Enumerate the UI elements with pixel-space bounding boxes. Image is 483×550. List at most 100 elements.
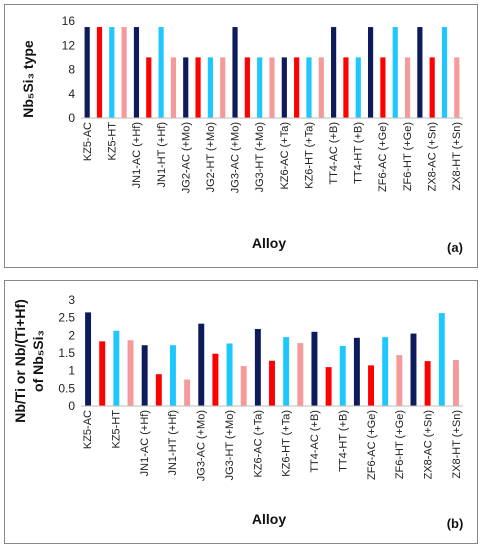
chart-a-bars [84,27,460,118]
x-tick-label: TT4-AC (+B) [328,122,340,185]
x-tick-label: JN1-AC (+Hf) [131,122,143,188]
chart-a-y-axis-title: Nb₅Si₃ type [20,40,36,118]
bar [195,57,201,118]
bar [331,27,337,118]
y-tick-label: 8 [68,63,75,77]
bar [158,27,164,118]
bar [198,323,205,406]
bar [226,343,233,406]
bar [183,57,189,118]
bar [311,331,318,406]
bar [404,57,411,118]
y-tick-label: 3 [68,293,75,307]
x-tick-label: ZX8-HT (+Sn) [451,122,463,191]
x-tick-label: KZ6-HT (+Ta) [281,410,293,477]
bar [441,27,448,118]
bar [438,313,445,406]
x-tick-label: KZ6-AC (+Ta) [279,122,291,190]
x-tick-label: JG3-HT (+Mo) [224,410,236,480]
bar [269,57,275,118]
bar [109,27,115,118]
bar [244,57,250,118]
chart-b-x-axis-title: Alloy [252,511,286,527]
bar [184,379,191,406]
y-tick-label: 2 [68,328,75,342]
y-tick-label: 16 [62,14,76,28]
bar [454,57,460,118]
x-tick-label: KZ6-HT (+Ta) [303,122,315,189]
x-tick-label: KZ5-HT [110,410,122,449]
bar [339,345,346,406]
bar [283,337,290,406]
bar [429,57,435,118]
y-tick-label: 2.5 [58,311,75,325]
bar [353,337,360,406]
x-tick-label: KZ5-AC [82,410,94,449]
bar [380,57,386,118]
bar [141,345,148,406]
x-tick-label: ZF6-AC (+Ge) [366,410,378,480]
bar [355,57,361,118]
chart-b-y-axis-title-line1: Nb/Ti or Nb/(Ti+Hf) [12,299,28,423]
x-tick-label: ZF6-AC (+Ge) [377,122,389,192]
y-tick-label: 0 [68,399,75,413]
x-tick-label: TT4-HT (+B) [353,122,365,184]
bar [368,365,375,406]
x-tick-label: ZX8-HT (+Sn) [451,410,463,479]
chart-a-panel-label: (a) [447,240,463,255]
y-tick-label: 1 [68,364,75,378]
x-tick-label: KZ5-HT [107,122,119,161]
bar [396,355,403,406]
x-tick-label: ZX8-AC (+Sn) [426,122,438,191]
bar [96,27,103,118]
chart-a-x-axis-title: Alloy [252,235,286,251]
x-tick-label: KZ5-AC [82,122,94,161]
bar [99,341,106,406]
y-tick-label: 0 [68,111,75,125]
bar [220,57,226,118]
chart-b-svg: 0 0.5 1 1.5 2 2.5 3 KZ5-AC KZ5-HT JN1-AC (+Hf) JN… [12,293,464,531]
chart-panel-a: 0 4 8 12 16 KZ5-AC KZ5-HT JN1-AC (+Hf) JN1-HT (… [4,4,478,268]
bar [212,353,219,406]
chart-b-y-axis-title-line2: of Nb₅Si₃ [30,330,46,392]
x-tick-label: JG3-AC (+Mo) [196,410,208,481]
bar [84,27,90,118]
x-tick-label: ZF6-HT (+Ge) [402,122,414,191]
bar [254,328,261,406]
x-tick-label: ZF6-HT (+Ge) [394,410,406,479]
bar [325,367,332,406]
chart-b-panel-label: (b) [447,516,464,531]
bar [232,27,238,118]
bar [392,27,398,118]
x-tick-label: JN1-AC (+Hf) [139,410,151,476]
bar [170,57,177,118]
bar [169,345,176,406]
bar [155,374,162,406]
bar [452,360,459,406]
bar [127,340,134,406]
chart-a-x-ticks: KZ5-AC KZ5-HT JN1-AC (+Hf) JN1-HT (+Hf) JG2-… [82,122,463,193]
x-tick-label: JN1-HT (+Hf) [167,410,179,476]
bar [240,366,247,406]
bar [207,57,213,118]
y-tick-label: 4 [68,87,75,101]
bar [269,360,275,406]
bar [424,361,431,406]
bar [85,312,92,406]
bar [121,27,127,118]
x-tick-label: JG3-HT (+Mo) [254,122,266,192]
y-tick-label: 0.5 [58,381,75,395]
x-tick-label: JN1-HT (+Hf) [156,122,168,188]
bar [367,27,374,118]
chart-a-y-ticks: 0 4 8 12 16 [62,14,76,125]
x-tick-label: JG3-AC (+Mo) [230,122,242,193]
chart-b-bars [85,312,459,406]
x-tick-label: KZ6-AC (+Ta) [252,410,264,478]
bar [113,330,120,406]
bar [410,333,417,406]
bar [297,343,304,406]
chart-panel-b: 0 0.5 1 1.5 2 2.5 3 KZ5-AC KZ5-HT JN1-AC (+Hf) JN… [4,280,478,544]
bar [417,27,423,118]
chart-b-x-ticks: KZ5-AC KZ5-HT JN1-AC (+Hf) JN1-HT (+Hf) JG3-… [82,410,463,481]
x-tick-label: JG2-AC (+Mo) [180,122,192,193]
